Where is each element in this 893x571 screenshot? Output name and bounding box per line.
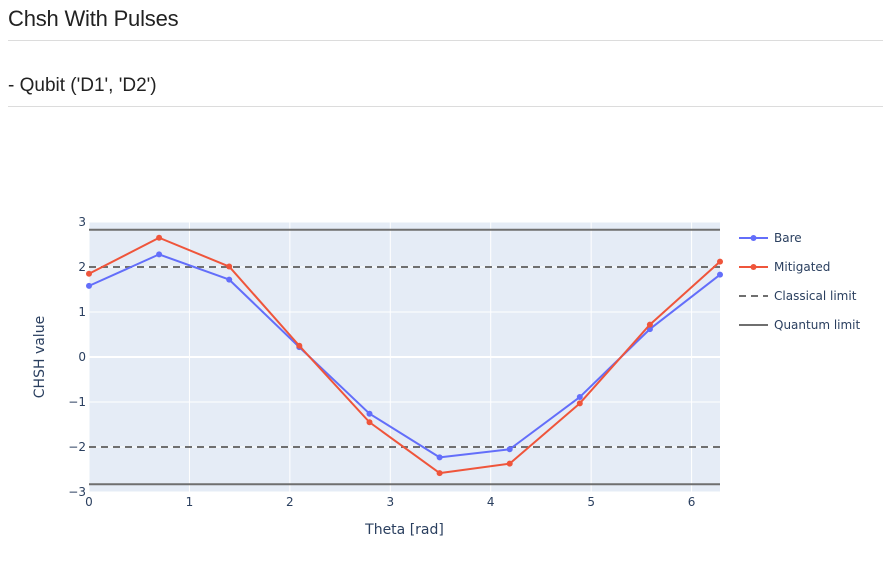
- legend-item-quantum-limit[interactable]: Quantum limit: [739, 318, 861, 332]
- x-tick-label: 6: [688, 495, 696, 509]
- mitigated-data-point: [156, 234, 163, 241]
- section-subtitle: - Qubit ('D1', 'D2'): [8, 75, 157, 96]
- bare-data-point: [436, 454, 443, 461]
- mitigated-data-point: [576, 400, 583, 407]
- mitigated-data-point: [86, 270, 92, 277]
- x-tick-label: 1: [186, 495, 194, 509]
- x-tick-label: 2: [286, 495, 294, 509]
- legend-swatch-marker: [750, 235, 757, 241]
- x-tick-label: 4: [487, 495, 495, 509]
- bare-data-point: [156, 251, 163, 258]
- x-tick-label: 0: [85, 495, 93, 509]
- bare-data-point: [86, 282, 92, 289]
- mitigated-data-point: [226, 263, 233, 270]
- legend-label: Mitigated: [774, 260, 830, 274]
- legend-item-mitigated[interactable]: Mitigated: [739, 260, 830, 274]
- mitigated-data-point: [646, 321, 653, 328]
- mitigated-data-point: [436, 470, 443, 477]
- mitigated-data-point: [366, 419, 373, 426]
- subtitle-divider: [8, 106, 883, 107]
- legend-item-classical-limit[interactable]: Classical limit: [739, 289, 857, 303]
- y-tick-label: 0: [78, 350, 86, 364]
- y-tick-label: −3: [68, 485, 86, 499]
- bare-data-point: [576, 394, 583, 401]
- bare-data-point: [717, 271, 723, 278]
- legend-label: Quantum limit: [774, 318, 861, 332]
- legend-swatch-marker: [750, 264, 757, 270]
- legend-label: Bare: [774, 231, 802, 245]
- y-tick-label: 3: [78, 215, 86, 229]
- mitigated-data-point: [296, 342, 303, 349]
- y-tick-label: 1: [78, 305, 86, 319]
- x-tick-label: 5: [587, 495, 595, 509]
- y-axis-title: CHSH value: [32, 316, 48, 398]
- x-tick-label: 3: [386, 495, 394, 509]
- bare-data-point: [506, 446, 513, 453]
- legend-label: Classical limit: [774, 289, 857, 303]
- page-title: Chsh With Pulses: [8, 6, 179, 31]
- title-divider: [8, 40, 883, 41]
- mitigated-series-line: [88, 236, 721, 475]
- legend-item-bare[interactable]: Bare: [739, 231, 802, 245]
- bare-data-point: [226, 276, 233, 283]
- mitigated-data-point: [506, 460, 513, 467]
- bare-data-point: [366, 410, 373, 417]
- y-tick-label: 2: [78, 260, 86, 274]
- y-tick-label: −2: [68, 440, 86, 454]
- y-tick-label: −1: [68, 395, 86, 409]
- x-axis-title: Theta [rad]: [364, 522, 444, 538]
- mitigated-data-point: [717, 258, 723, 265]
